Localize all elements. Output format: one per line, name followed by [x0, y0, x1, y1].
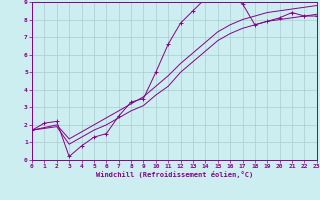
X-axis label: Windchill (Refroidissement éolien,°C): Windchill (Refroidissement éolien,°C)	[96, 171, 253, 178]
